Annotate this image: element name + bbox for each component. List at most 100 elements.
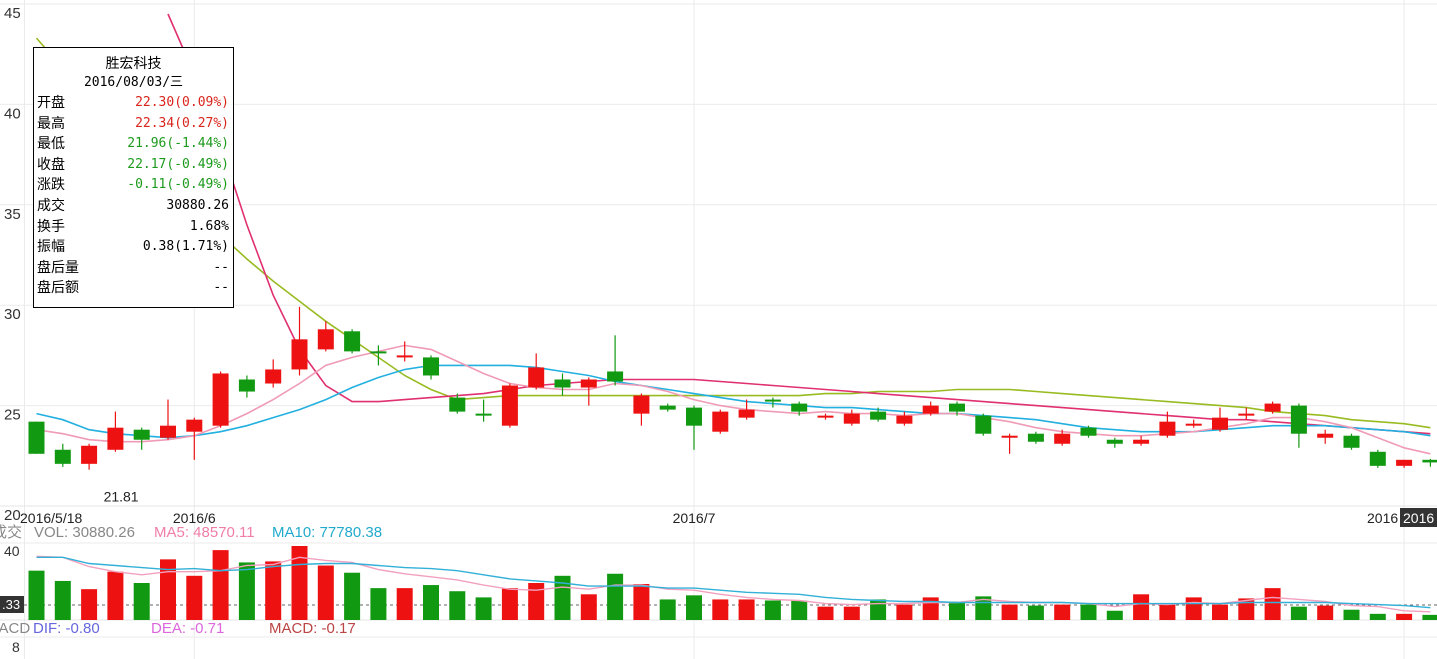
volume-bar xyxy=(1343,609,1360,620)
tooltip-row-change: 涨跌 -0.11(-0.49%) xyxy=(34,175,233,196)
candle-body xyxy=(212,373,229,426)
candle-body xyxy=(1317,433,1334,438)
volume-bar xyxy=(1317,605,1334,620)
volume-bar xyxy=(580,594,597,620)
candle-body xyxy=(1264,403,1281,412)
volume-bar xyxy=(896,604,913,620)
volume-bar xyxy=(28,570,45,620)
ma20-line xyxy=(167,13,1431,435)
volume-bar xyxy=(475,597,492,620)
candle-body xyxy=(54,449,71,464)
volume-bar xyxy=(501,588,518,620)
volume-bar xyxy=(344,572,361,620)
x-tick-label: 2016/5/18 xyxy=(20,510,82,526)
tooltip-value: 0.38(1.71%) xyxy=(142,239,229,255)
candle-body xyxy=(186,419,203,432)
candle-body xyxy=(1290,405,1307,434)
candle-body xyxy=(449,397,466,412)
volume-bar xyxy=(738,599,755,620)
macd-legend-item: MACD xyxy=(0,620,30,637)
candle-body xyxy=(1369,451,1386,466)
ma5-line xyxy=(36,344,1431,455)
tooltip-value: -- xyxy=(213,259,229,275)
candle-body xyxy=(949,403,965,412)
candle-body xyxy=(344,331,361,352)
tooltip-row-after-hours-volume: 盘后量 -- xyxy=(34,258,233,279)
volume-bar xyxy=(1159,604,1176,620)
moving-average-lines xyxy=(35,13,1431,455)
volume-bar xyxy=(54,580,71,620)
volume-legend: 成交 VOL: 30880.26 MA5: 48570.11 MA10: 77780.… xyxy=(0,523,382,541)
volume-bar xyxy=(396,588,413,620)
volume-y-tick: 40 xyxy=(4,543,20,559)
tooltip-row-close: 收盘 22.17(-0.49%) xyxy=(34,155,233,176)
x-tick-label: 2016 xyxy=(1367,510,1398,526)
candle-body xyxy=(133,429,150,440)
macd-legend-item: DEA: -0.71 xyxy=(151,620,224,637)
stock-name: 胜宏科技 xyxy=(105,56,162,72)
tooltip-value: -- xyxy=(213,280,229,296)
tooltip-label: 换手 xyxy=(37,218,65,235)
volume-bar xyxy=(817,606,834,620)
candle-body xyxy=(922,405,939,414)
tooltip-value: 21.96(-1.44%) xyxy=(127,136,229,152)
candle-body xyxy=(107,427,124,450)
volume-bar xyxy=(633,584,650,620)
candle-body xyxy=(528,367,545,388)
tooltip-value: 22.34(0.27%) xyxy=(135,115,229,131)
volume-legend-item: 成交 xyxy=(0,523,22,541)
volume-bar xyxy=(1212,604,1228,620)
tooltip-row-high: 最高 22.34(0.27%) xyxy=(34,114,233,135)
volume-bar xyxy=(1369,613,1386,620)
tooltip-row-after-hours-amount: 盘后额 -- xyxy=(34,278,233,299)
tooltip-value: -0.11(-0.49%) xyxy=(127,177,229,193)
tooltip-label: 涨跌 xyxy=(37,177,65,194)
volume-bar xyxy=(1185,597,1202,620)
tooltip-label: 最低 xyxy=(37,136,65,153)
volume-bar xyxy=(949,601,965,620)
ohlc-tooltip: 胜宏科技 2016/08/03/三 开盘 22.30(0.09%) 最高 22.… xyxy=(33,47,234,308)
candle-body xyxy=(370,351,387,354)
volume-bar xyxy=(1290,606,1307,620)
volume-bar xyxy=(686,595,702,620)
macd-legend-item: DIF: -0.80 xyxy=(33,620,100,637)
volume-bar xyxy=(791,600,808,620)
candle-body xyxy=(1238,413,1255,416)
vol_ma10-line xyxy=(36,556,1431,609)
candle-body xyxy=(1080,427,1097,436)
volume-legend-item: MA5: 48570.11 xyxy=(154,524,255,541)
volume-bar xyxy=(81,589,98,620)
candle-body xyxy=(1054,433,1071,444)
candle-body xyxy=(1343,435,1360,448)
volume-bar xyxy=(1106,610,1123,620)
volume-bar xyxy=(843,606,860,620)
volume-bar xyxy=(238,562,255,620)
macd-y-axis: 8 xyxy=(12,639,20,655)
tooltip-label: 最高 xyxy=(37,115,65,132)
candle-body xyxy=(764,399,781,402)
candle-body xyxy=(160,425,176,438)
volume-marker-box xyxy=(0,596,24,613)
tooltip-label: 振幅 xyxy=(37,239,65,256)
volume-bar xyxy=(1080,604,1097,620)
tooltip-label: 盘后量 xyxy=(37,259,79,276)
cursor-date-label: 2016 xyxy=(1403,510,1434,526)
vol_ma5-line xyxy=(36,555,1431,613)
candle-body xyxy=(738,409,755,418)
macd-y-tick: 8 xyxy=(12,639,20,655)
volume-bar xyxy=(1027,605,1044,620)
volume-ma-lines xyxy=(36,555,1431,613)
volume-bar xyxy=(186,575,203,620)
x-tick-label: 2016/6 xyxy=(173,510,216,526)
volume-bar xyxy=(449,591,466,620)
tooltip-value: 1.68% xyxy=(189,218,229,234)
candle-body xyxy=(1001,435,1018,438)
candle-body xyxy=(554,379,571,388)
candle-body xyxy=(1027,433,1044,442)
date-x-axis: 2016/5/18 2016/6 2016/7 2016 2016 xyxy=(20,508,1437,527)
volume-bar xyxy=(212,550,229,620)
cursor-date-box xyxy=(1400,508,1437,527)
y-tick-label: 35 xyxy=(4,206,21,223)
ma60-line xyxy=(35,37,1431,429)
